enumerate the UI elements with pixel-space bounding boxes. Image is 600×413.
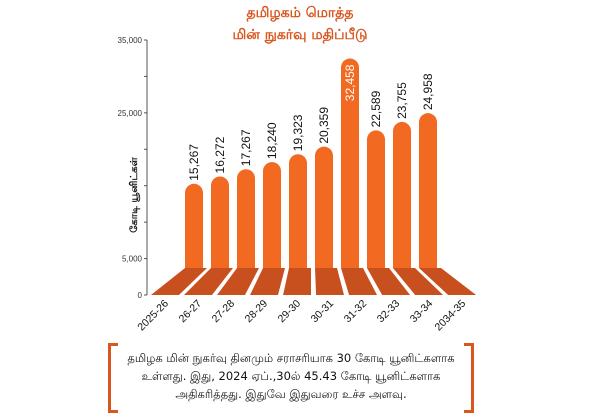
bar-value-label: 32,458 bbox=[343, 64, 357, 101]
x-tick-label: 30-31 bbox=[309, 298, 337, 326]
bar bbox=[185, 183, 203, 268]
y-axis-label: கோடி யூனிட்கள் bbox=[128, 156, 140, 232]
bar-value-label: 20,359 bbox=[317, 107, 331, 144]
y-tick-label: 35,000 bbox=[118, 36, 143, 45]
bar bbox=[419, 113, 437, 268]
title-line-2: மின் நுகர்வு மதிப்பீடு bbox=[232, 27, 368, 43]
x-tick-label: 31-32 bbox=[342, 298, 370, 326]
y-tick-label: 5,000 bbox=[122, 255, 143, 264]
bar-value-label: 22,589 bbox=[369, 90, 383, 127]
bar-floor bbox=[341, 268, 378, 295]
bar-floor bbox=[217, 268, 259, 295]
x-tick-label: 2034-35 bbox=[433, 298, 469, 334]
bar-value-label: 15,267 bbox=[187, 144, 201, 181]
bar bbox=[289, 154, 307, 268]
bar bbox=[237, 169, 255, 268]
bar-floor bbox=[419, 268, 477, 295]
bar-floor bbox=[393, 268, 444, 295]
bar-value-label: 23,755 bbox=[395, 82, 409, 119]
chart-title: தமிழகம் மொத்த மின் நுகர்வு மதிப்பீடு bbox=[0, 2, 600, 46]
x-tick-label: 29-30 bbox=[276, 298, 304, 326]
bar-floor bbox=[367, 268, 411, 295]
bar bbox=[393, 121, 411, 268]
bar-value-label: 17,267 bbox=[239, 129, 253, 166]
x-tick-label: 33-34 bbox=[408, 298, 436, 326]
bar-floor bbox=[315, 268, 345, 295]
x-tick-label: 28-29 bbox=[243, 298, 271, 326]
bar bbox=[367, 130, 385, 268]
y-tick-label: 0 bbox=[138, 291, 143, 300]
bar bbox=[341, 58, 359, 268]
right-bracket bbox=[464, 343, 474, 413]
bar bbox=[263, 162, 281, 268]
bar-value-label: 18,240 bbox=[265, 122, 279, 159]
bar-floor bbox=[184, 268, 233, 295]
bar-floor bbox=[283, 268, 311, 295]
x-tick-label: 2025-26 bbox=[135, 298, 171, 334]
x-tick-label: 32-33 bbox=[375, 298, 403, 326]
bar-floor bbox=[250, 268, 285, 295]
bar-value-label: 19,323 bbox=[291, 114, 305, 151]
bar-value-label: 16,272 bbox=[213, 136, 227, 173]
note-text: தமிழக மின் நுகர்வு தினமும் சராசரியாக 30 … bbox=[127, 351, 455, 401]
bar bbox=[211, 176, 229, 268]
bar-chart: 0 5,000 25,000 35,000 கோடி யூனிட்கள் 15,267 20… bbox=[118, 36, 477, 334]
y-tick-label: 25,000 bbox=[118, 109, 143, 118]
bar bbox=[315, 146, 333, 268]
left-bracket bbox=[108, 343, 118, 413]
title-line-1: தமிழகம் மொத்த bbox=[246, 5, 354, 21]
bar-floor bbox=[150, 268, 207, 295]
note-box: தமிழக மின் நுகர்வு தினமும் சராசரியாக 30 … bbox=[108, 343, 474, 413]
bar-value-label: 24,958 bbox=[421, 73, 435, 110]
x-tick-label: 27-28 bbox=[210, 298, 238, 326]
x-tick-label: 26-27 bbox=[177, 298, 205, 326]
